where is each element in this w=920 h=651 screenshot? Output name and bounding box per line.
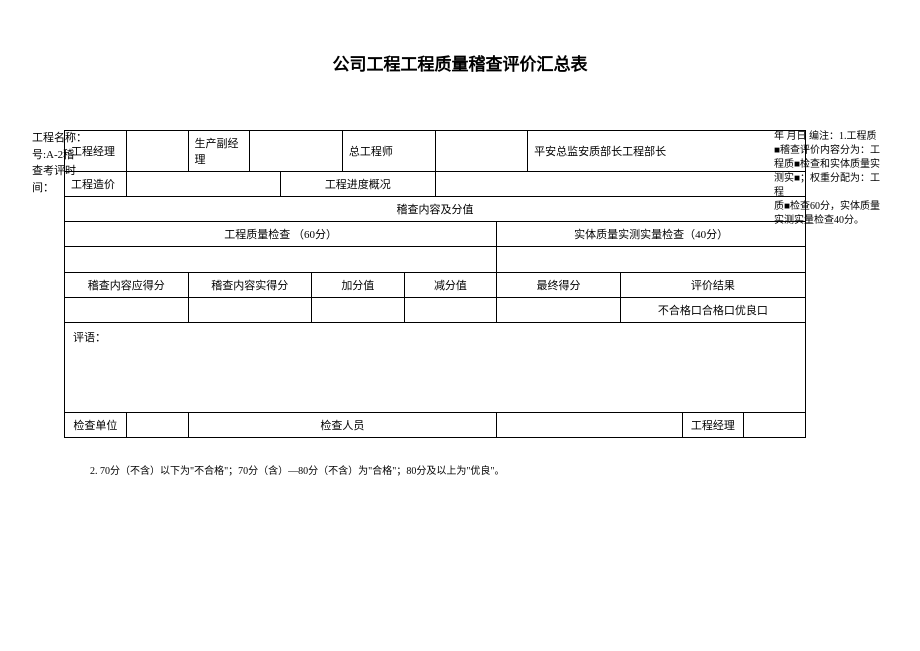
date-label: 年 月日 编注：1.工程质 — [774, 130, 884, 144]
table-row: 工程造价 工程进度概况 — [65, 172, 806, 197]
cell-eval-result: 评价结果 — [620, 273, 805, 298]
cell-vp-value — [250, 131, 343, 172]
header-area: 工程名称： 号:A-2稽 查考评时 间： 年 月日 编注：1.工程质 ■稽查评价… — [0, 130, 920, 438]
cell-progress-label: 工程进度概况 — [281, 172, 435, 197]
cell-blank — [188, 298, 312, 323]
main-table: 工程经理 生产副经理 总工程师 平安总监安质部长工程部长 工程造价 工程进度概况… — [64, 130, 806, 438]
note-line2: 程质■检查和实体质量实 — [774, 158, 884, 172]
cell-add-score: 加分值 — [312, 273, 405, 298]
cell-pm2-label: 工程经理 — [682, 413, 744, 438]
cell-pm2-value — [744, 413, 806, 438]
cell-progress-value — [435, 172, 806, 197]
cell-vp-label: 生产副经理 — [188, 131, 250, 172]
note-line3: 测实■；权重分配为：工程 — [774, 172, 884, 200]
cell-chief-value — [435, 131, 528, 172]
cell-check-unit-label: 检查单位 — [65, 413, 127, 438]
footer-note: 2. 70分（不含）以下为"不合格"；70分（含）—80分（不含）为"合格"；8… — [90, 462, 920, 477]
note-line5: 实测实量检查40分。 — [774, 214, 884, 228]
cell-blank — [65, 247, 497, 273]
cell-checker-value — [497, 413, 682, 438]
cell-blank — [312, 298, 405, 323]
cell-chief-label: 总工程师 — [342, 131, 435, 172]
cell-blank — [497, 247, 806, 273]
table-row: 评语： — [65, 323, 806, 413]
cell-blank — [497, 298, 621, 323]
cell-should-score: 稽查内容应得分 — [65, 273, 189, 298]
cell-blank — [65, 298, 189, 323]
cell-result-text: 不合格口合格口优良口 — [620, 298, 805, 323]
cell-comment: 评语： — [65, 323, 806, 413]
cell-final-score: 最终得分 — [497, 273, 621, 298]
table-row: 稽查内容及分值 — [65, 197, 806, 222]
table-row: 工程经理 生产副经理 总工程师 平安总监安质部长工程部长 — [65, 131, 806, 172]
cell-blank — [404, 298, 497, 323]
note-line4: 质■检查60分，实体质量 — [774, 200, 884, 214]
header-right: 年 月日 编注：1.工程质 ■稽查评价内容分为：工 程质■检查和实体质量实 测实… — [774, 130, 884, 228]
table-row: 稽查内容应得分 稽查内容实得分 加分值 减分值 最终得分 评价结果 — [65, 273, 806, 298]
header-left: 工程名称： 号:A-2稽 查考评时 间： — [32, 130, 172, 196]
interval-label: 间： — [32, 180, 172, 197]
cell-quality-check: 工程质量检查 （60分） — [65, 222, 497, 247]
cell-actual-score: 稽查内容实得分 — [188, 273, 312, 298]
project-name-label: 工程名称： — [32, 130, 172, 147]
cell-entity-check: 实体质量实测实量检查（40分） — [497, 222, 806, 247]
doc-no-label: 号:A-2稽 — [32, 147, 172, 164]
cell-safety-label: 平安总监安质部长工程部长 — [528, 131, 806, 172]
cell-checker-label: 检查人员 — [188, 413, 497, 438]
note-line1: ■稽查评价内容分为：工 — [774, 144, 884, 158]
check-time-label: 查考评时 — [32, 163, 172, 180]
document-title: 公司工程工程质量稽查评价汇总表 — [0, 0, 920, 90]
table-row: 不合格口合格口优良口 — [65, 298, 806, 323]
table-row — [65, 247, 806, 273]
table-row: 检查单位 检查人员 工程经理 — [65, 413, 806, 438]
cell-check-unit-value — [126, 413, 188, 438]
table-row: 工程质量检查 （60分） 实体质量实测实量检查（40分） — [65, 222, 806, 247]
cell-minus-score: 减分值 — [404, 273, 497, 298]
cell-section-header: 稽查内容及分值 — [65, 197, 806, 222]
